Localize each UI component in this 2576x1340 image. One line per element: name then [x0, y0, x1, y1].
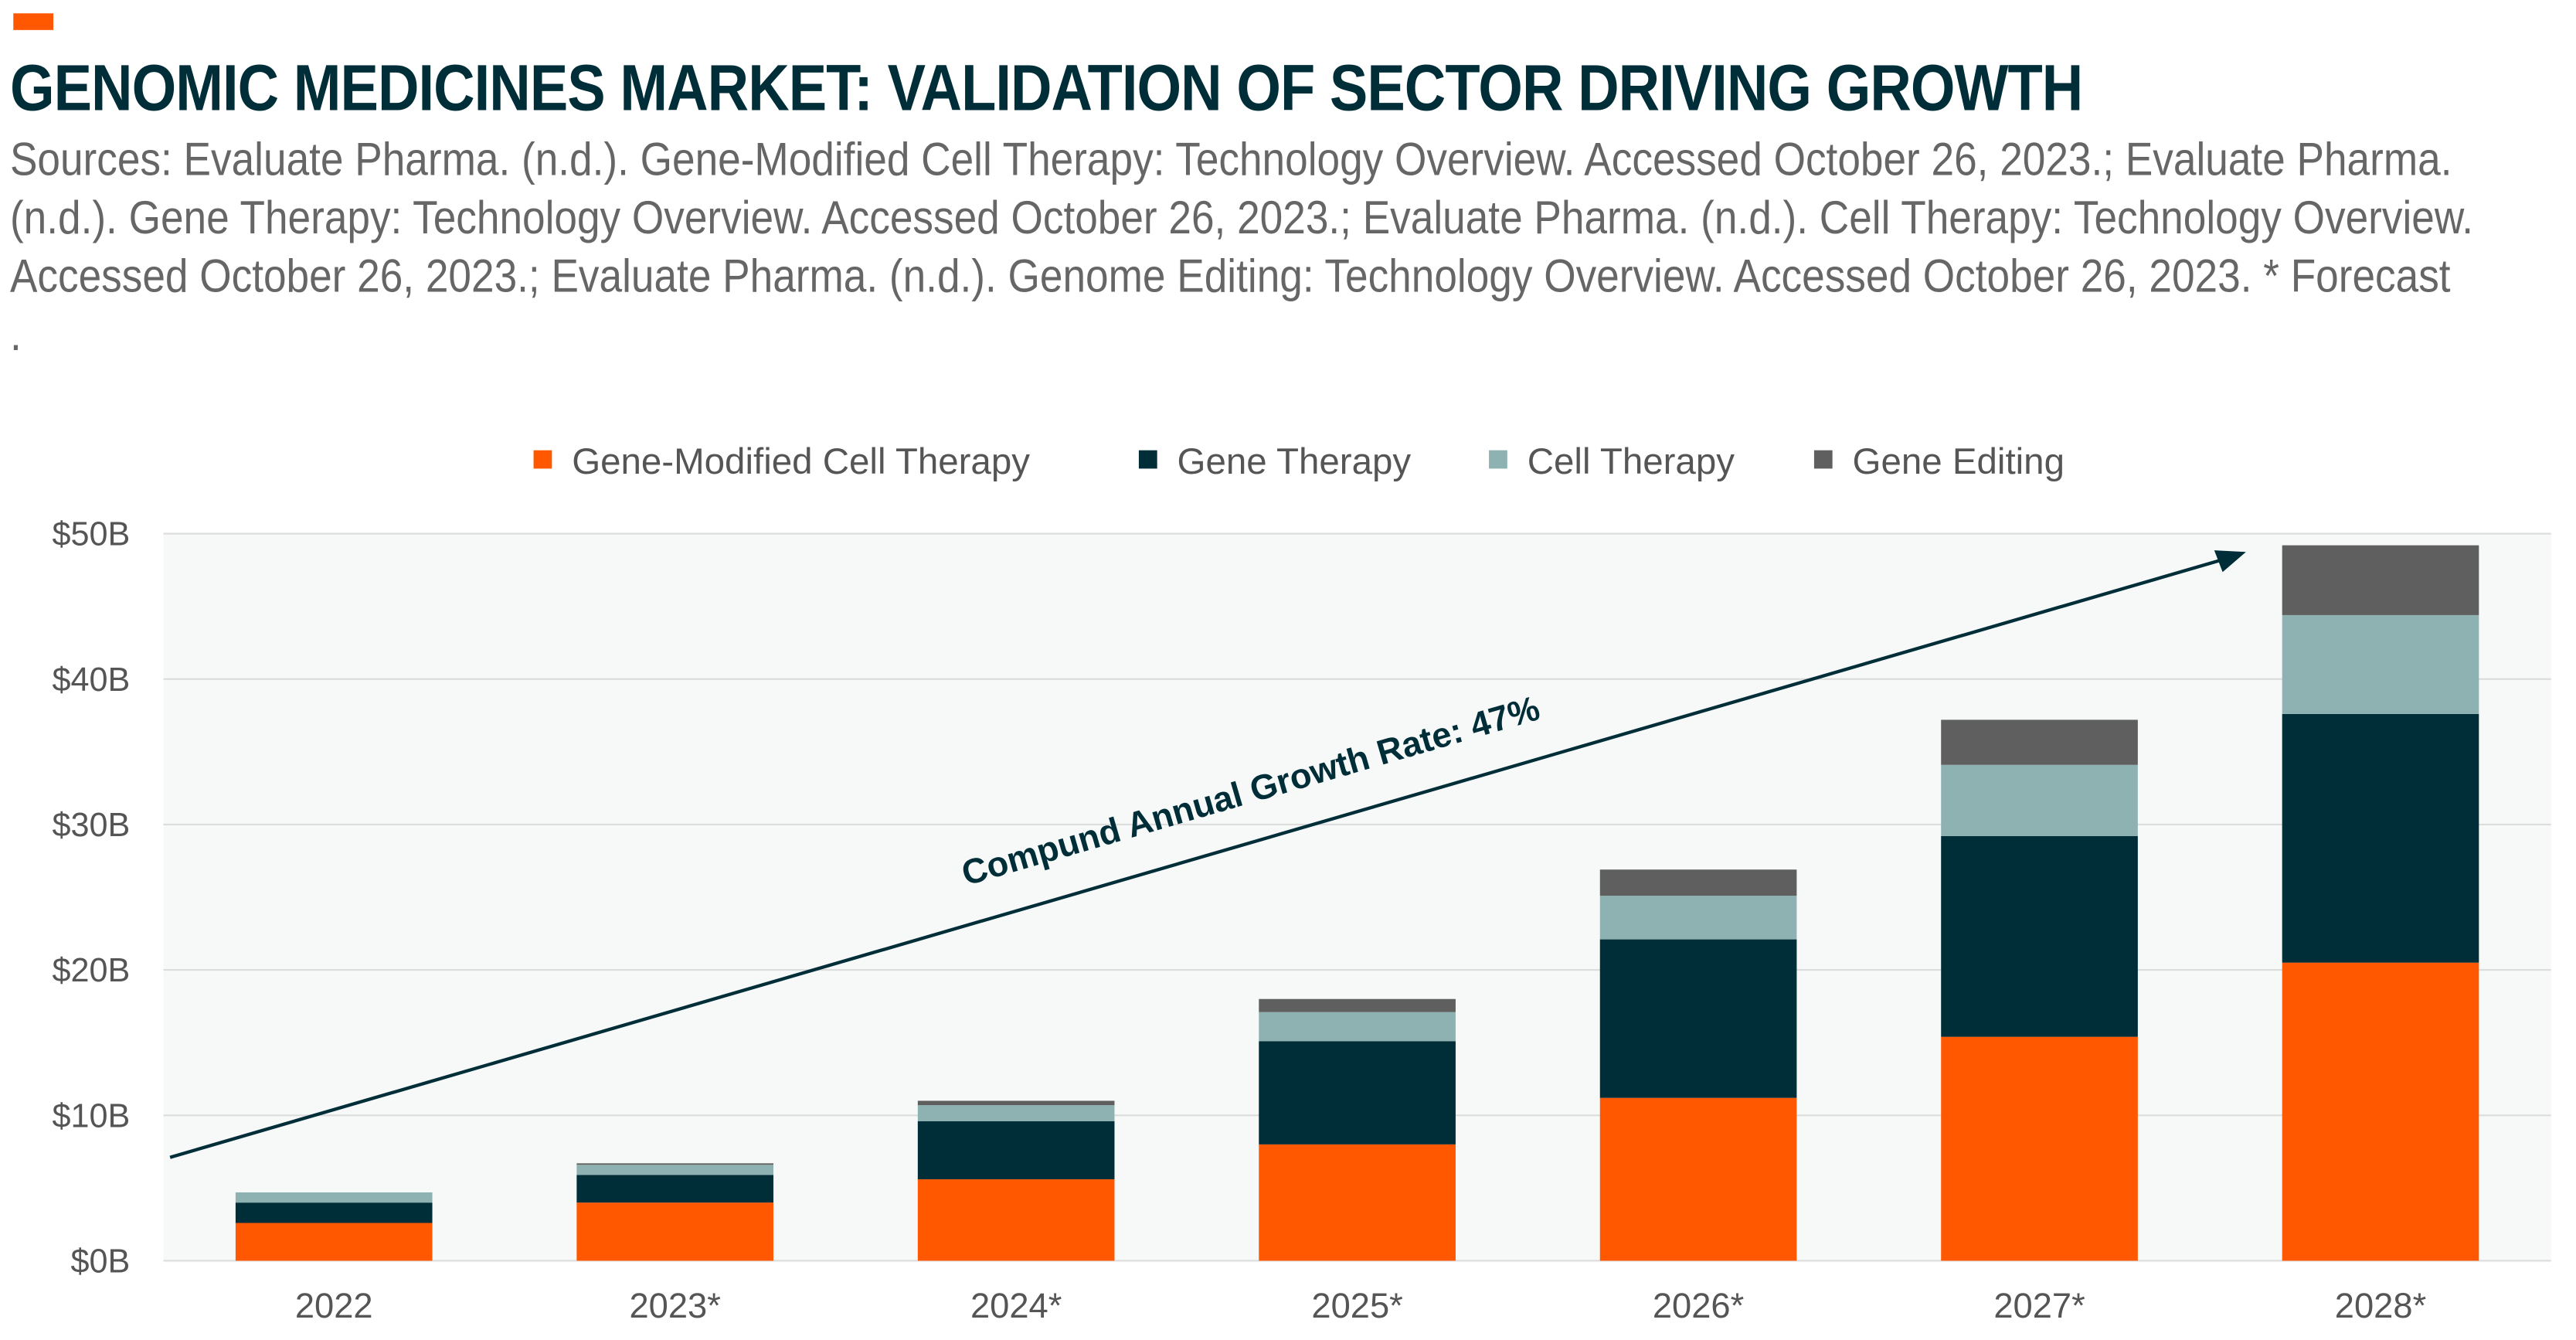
bar-segment: [235, 1223, 433, 1261]
bar-segment: [235, 1192, 433, 1203]
bar-segment: [1259, 1144, 1456, 1261]
bar-segment: [1599, 869, 1797, 896]
bar-segment: [917, 1100, 1115, 1106]
y-tick-label: $40B: [53, 661, 131, 699]
x-tick-label: 2027*: [1993, 1286, 2085, 1325]
bar-segment: [1599, 1097, 1797, 1261]
x-tick-label: 2022: [295, 1286, 373, 1325]
bar-segment: [1941, 764, 2138, 836]
bar-segment: [576, 1165, 774, 1175]
x-tick-label: 2023*: [629, 1286, 720, 1325]
bar-segment: [1599, 896, 1797, 940]
bar-segment: [1259, 1012, 1456, 1042]
bar-segment: [235, 1202, 433, 1223]
trailing-mark: .: [9, 308, 22, 361]
x-tick-label: 2028*: [2335, 1286, 2426, 1325]
bar-segment: [917, 1179, 1115, 1261]
bar-segment: [1259, 1041, 1456, 1144]
legend-swatch: [533, 450, 552, 469]
bar-segment: [1941, 1036, 2138, 1261]
legend-swatch: [1813, 450, 1833, 469]
x-tick-label: 2025*: [1311, 1286, 1402, 1325]
arrow-head: [2214, 550, 2246, 573]
bar-segment: [576, 1163, 774, 1165]
bar-segment: [2282, 962, 2479, 1261]
accent-bar: [13, 13, 54, 30]
bar-segment: [576, 1202, 774, 1261]
legend-label: Gene-Modified Cell Therapy: [572, 441, 1030, 482]
y-tick-label: $0B: [71, 1243, 131, 1280]
bar-segment: [2282, 545, 2479, 615]
bar-segment: [2282, 713, 2479, 963]
y-tick-label: $50B: [53, 516, 131, 553]
legend-swatch: [1138, 450, 1157, 469]
legend-label: Gene Therapy: [1178, 441, 1412, 482]
growth-arrow: [169, 556, 2227, 1159]
bar-segment: [1941, 835, 2138, 1037]
bar-segment: [917, 1121, 1115, 1180]
sources-body: Sources: Evaluate Pharma. (n.d.). Gene-M…: [9, 133, 2474, 302]
y-tick-label: $10B: [53, 1097, 131, 1134]
sources-text: Sources: Evaluate Pharma. (n.d.). Gene-M…: [10, 130, 2504, 363]
bar-segment: [1599, 939, 1797, 1098]
legend-label: Gene Editing: [1853, 441, 2065, 482]
page-title: GENOMIC MEDICINES MARKET: VALIDATION OF …: [9, 53, 2083, 125]
y-tick-label: $30B: [53, 807, 131, 844]
bar-segment: [576, 1175, 774, 1203]
y-tick-label: $20B: [53, 952, 131, 989]
x-tick-label: 2024*: [970, 1286, 1062, 1325]
bar-segment: [1941, 719, 2138, 765]
bar-segment: [917, 1105, 1115, 1121]
bar-segment: [2282, 614, 2479, 714]
bar-segment: [1259, 998, 1456, 1012]
legend-label: Cell Therapy: [1528, 441, 1735, 482]
legend-swatch: [1489, 450, 1507, 469]
x-tick-label: 2026*: [1653, 1286, 1744, 1325]
